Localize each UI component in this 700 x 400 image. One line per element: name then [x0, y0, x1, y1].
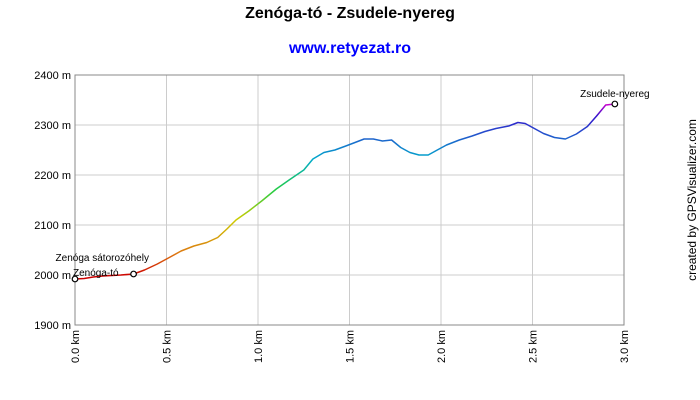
x-tick-label: 2.0 km [436, 330, 448, 363]
waypoint-label: Zenóga-tó [73, 268, 119, 279]
chart-title: Zenóga-tó - Zsudele-nyereg [245, 5, 455, 22]
y-axis-ticks: 1900 m 2000 m 2100 m 2200 m 2300 m 2400 m [34, 70, 71, 332]
waypoint-label: Zenóga sátorozóhely [56, 253, 149, 264]
x-tick-label: 2.5 km [528, 330, 540, 363]
plot-area-frame [74, 74, 625, 326]
x-tick-label: 0.5 km [162, 330, 174, 363]
waypoint-label: Zsudele-nyereg [580, 89, 649, 100]
waypoint-marker [71, 275, 79, 283]
y-tick-label: 2400 m [34, 70, 71, 82]
y-tick-label: 2100 m [34, 220, 71, 232]
y-tick-label: 2200 m [34, 170, 71, 182]
elevation-profile-line [74, 103, 615, 280]
y-tick-label: 2300 m [34, 120, 71, 132]
y-tick-label: 2000 m [34, 270, 71, 282]
x-tick-label: 1.5 km [345, 330, 357, 363]
grid-lines [74, 74, 625, 326]
waypoint-marker [611, 100, 619, 108]
x-axis-ticks: 0.0 km 0.5 km 1.0 km 1.5 km 2.0 km 2.5 km 3.0 … [70, 330, 631, 363]
x-tick-label: 0.0 km [70, 330, 82, 363]
y-tick-label: 1900 m [34, 320, 71, 332]
waypoint-marker [130, 270, 137, 278]
x-tick-label: 3.0 km [619, 330, 631, 363]
waypoint-markers: Zenóga-tó Zenóga sátorozóhely Zsudele-nyer… [56, 89, 650, 283]
x-tick-label: 1.0 km [253, 330, 265, 363]
credit-text[interactable]: created by GPSVisualizer.com [685, 119, 699, 281]
chart-subtitle-link[interactable]: www.retyezat.ro [288, 40, 411, 57]
